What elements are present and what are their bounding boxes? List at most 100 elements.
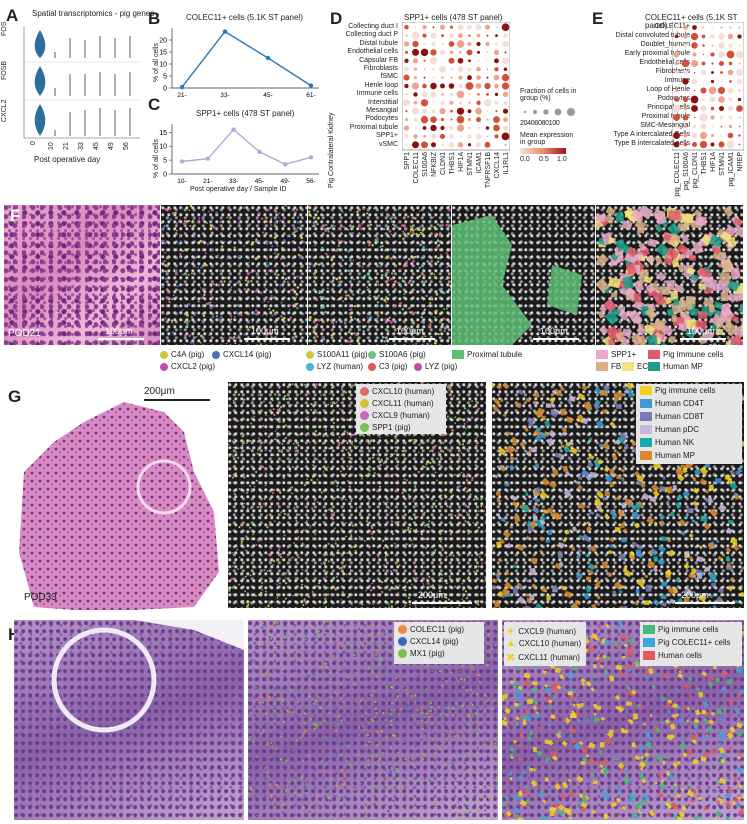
transcript-dot: [436, 233, 439, 236]
cell-segment: [515, 813, 521, 819]
transcript-dot: [284, 577, 287, 580]
transcript-dot: [277, 317, 280, 320]
dot-cell: [405, 143, 408, 146]
transcript-dot: [452, 494, 455, 497]
dotplot-e-cols: pig_COLEC11 pig_S100A6 pig_CLDN1 THBS1 HIF1A…: [672, 152, 744, 202]
transcript-dot: [420, 706, 423, 709]
transcript-dot: [206, 302, 210, 306]
dot-cell: [458, 83, 463, 89]
cell-segment: [597, 459, 603, 465]
transcript-dot: [421, 263, 425, 267]
transcript-dot: [233, 336, 236, 339]
transcript-dot: [270, 472, 272, 475]
dot-cell: [458, 101, 463, 105]
row-label: Mesangial: [366, 107, 398, 114]
cell-segment: [492, 584, 497, 590]
transcript-dot: [340, 769, 344, 772]
legend-item: Proximal tubule: [452, 350, 522, 359]
cell-segment: [691, 789, 698, 795]
transcript-dot: [450, 693, 452, 695]
transcript-dot: [250, 759, 252, 761]
transcript-dot: [188, 334, 192, 338]
transcript-dot: [408, 677, 411, 680]
transcript-dot: [399, 584, 401, 587]
transcript-dot: [424, 524, 427, 527]
transcript-dot: [372, 468, 375, 471]
transcript-dot: [255, 544, 258, 546]
transcript-dot: [412, 787, 415, 789]
panel-b-ylabel: % of all cells: [153, 43, 160, 82]
transcript-dot: [351, 709, 354, 712]
transcript-dot: [376, 290, 379, 293]
cell-segment: [652, 489, 660, 497]
transcript-dot: [380, 212, 383, 216]
transcript-dot: [416, 213, 419, 216]
transcript-dot: [351, 226, 354, 229]
transcript-dot: [399, 708, 403, 711]
dot-cell: [486, 135, 489, 138]
cell-segment: [557, 541, 565, 549]
transcript-dot: [364, 540, 366, 542]
transcript-dot: [419, 243, 423, 247]
cell-segment: [703, 523, 711, 531]
transcript-dot: [356, 817, 359, 820]
cell-segment: [693, 326, 700, 334]
transcript-dot: [324, 751, 327, 753]
cell-segment: [667, 773, 675, 781]
transcript-dot: [469, 811, 471, 814]
transcript-dot: [474, 464, 477, 467]
transcript-dot: [179, 256, 182, 259]
cell-segment: [666, 813, 671, 817]
legend-item: Pig immune cells: [643, 625, 718, 634]
transcript-dot: [303, 729, 307, 732]
transcript-dot: [478, 680, 482, 684]
cell-segment: [729, 726, 736, 733]
dot-cell: [468, 34, 471, 37]
transcript-dot: [304, 638, 307, 641]
transcript-dot: [337, 298, 339, 301]
cell-segment: [644, 752, 650, 757]
cell-segment: [688, 676, 693, 682]
dot-cell: [502, 40, 509, 48]
transcript-dot: [487, 633, 490, 636]
transcript-dot: [318, 791, 321, 794]
transcript-dot: [265, 766, 268, 768]
transcript-dot: [445, 680, 448, 683]
cell-segment: [614, 211, 625, 223]
cell-segment: [655, 781, 658, 785]
transcript-dot: [422, 255, 425, 258]
transcript-dot: [296, 715, 299, 718]
transcript-dot: [408, 434, 411, 437]
transcript-dot: [423, 735, 426, 738]
legend-item: Human pDC: [640, 425, 699, 434]
transcript-dot: [291, 492, 293, 495]
cell-segment: [563, 445, 571, 453]
transcript-dot: [425, 494, 427, 496]
transcript-dot: [276, 593, 278, 595]
cell-segment: [655, 224, 664, 233]
cell-segment: [536, 503, 541, 507]
transcript-dot: [451, 428, 454, 432]
transcript-dot: [429, 325, 432, 328]
cell-segment: [528, 449, 533, 453]
dot-cell: [726, 140, 735, 149]
transcript-dot: [370, 589, 373, 592]
transcript-dot: [162, 312, 165, 315]
cell-segment: [708, 572, 713, 578]
dot-cell: [683, 106, 688, 111]
transcript-dot: [437, 713, 439, 715]
transcript-dot: [452, 394, 455, 397]
transcript-dot: [190, 272, 193, 275]
cell-segment: [570, 447, 578, 455]
transcript-dot: [460, 471, 463, 474]
transcript-dot: [334, 752, 337, 755]
transcript-dot: [375, 712, 378, 715]
transcript-dot: [371, 754, 374, 757]
column-label: THBS1: [700, 152, 708, 175]
transcript-dot: [481, 531, 484, 534]
dot-cell: [404, 134, 409, 139]
transcript-dot: [397, 751, 399, 754]
transcript-dot: [168, 301, 171, 303]
dot-cell: [450, 76, 453, 79]
transcript-dot: [294, 779, 297, 782]
